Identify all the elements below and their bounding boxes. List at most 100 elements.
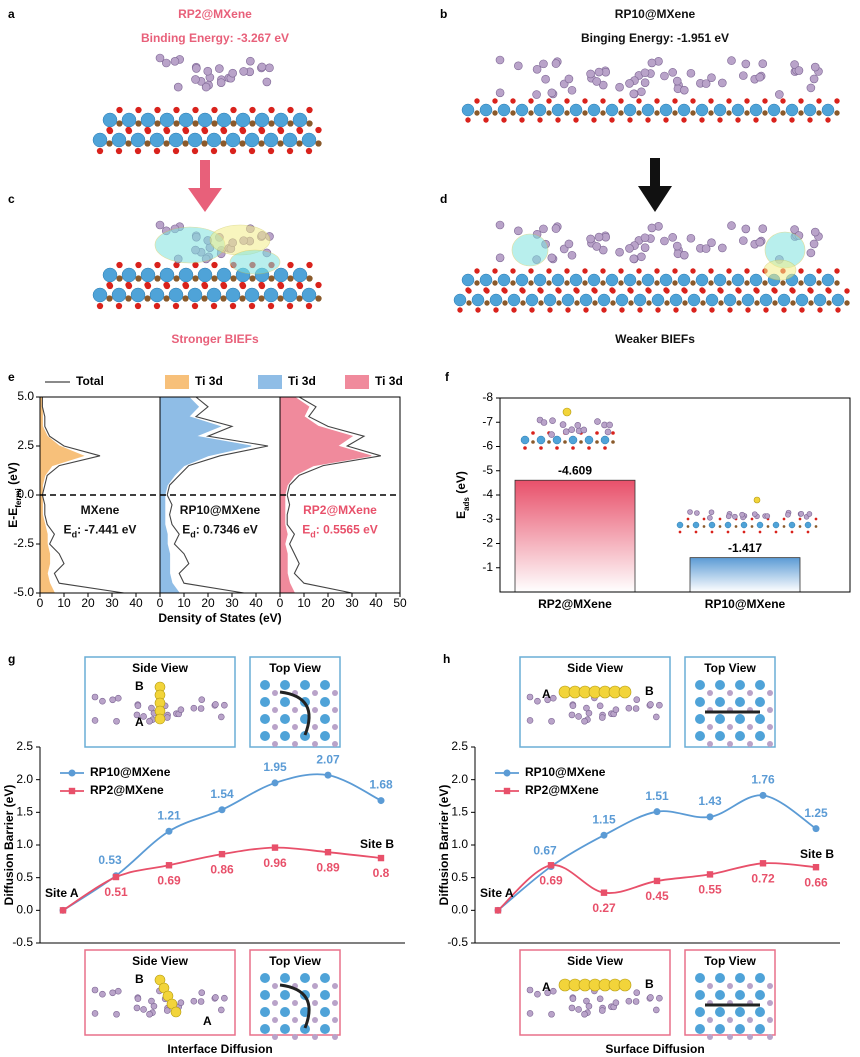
atom-o bbox=[600, 98, 606, 104]
atom-p bbox=[727, 221, 736, 230]
atom-p bbox=[292, 1034, 298, 1040]
atom-ti bbox=[756, 521, 764, 529]
atom-p bbox=[775, 90, 784, 99]
atom-p bbox=[177, 706, 185, 713]
value-label: 0.27 bbox=[592, 901, 616, 915]
atom-c bbox=[277, 295, 284, 302]
atom-c bbox=[814, 525, 818, 528]
atom-ti bbox=[713, 273, 727, 287]
point bbox=[759, 860, 767, 867]
x-tick-label: 10 bbox=[297, 596, 311, 610]
atom-p bbox=[739, 71, 748, 80]
atom-ti bbox=[140, 112, 156, 128]
x-tick-label: 30 bbox=[345, 596, 359, 610]
atom-ti bbox=[320, 1007, 330, 1017]
atom-o bbox=[258, 281, 265, 289]
atom-p bbox=[586, 69, 595, 79]
atom-p bbox=[581, 717, 588, 725]
y-axis-label: E-Efermi (eV) bbox=[6, 462, 22, 528]
atom-o bbox=[315, 281, 322, 289]
atom-c bbox=[564, 280, 570, 286]
atom-o bbox=[220, 281, 227, 289]
atom-ti bbox=[461, 103, 475, 117]
atom-c bbox=[592, 300, 598, 306]
atom-ti bbox=[292, 112, 308, 128]
atom-p bbox=[604, 428, 612, 436]
atom-p bbox=[806, 248, 816, 258]
atom-ti bbox=[695, 1007, 705, 1017]
atom-p bbox=[707, 1017, 713, 1023]
value-label: 0.86 bbox=[210, 862, 234, 876]
point bbox=[218, 806, 226, 814]
atom-ti bbox=[300, 680, 310, 690]
atom-p bbox=[767, 741, 773, 747]
atom-ti bbox=[280, 680, 290, 690]
atom-ti bbox=[735, 714, 745, 724]
inset-label: A bbox=[542, 980, 551, 994]
atom-p bbox=[548, 1010, 555, 1018]
atom-ti bbox=[254, 112, 270, 128]
atom-ti bbox=[301, 287, 317, 303]
atom-p bbox=[574, 421, 582, 429]
atom-ti bbox=[695, 714, 705, 724]
atom-c bbox=[249, 275, 256, 282]
atom-o bbox=[538, 288, 544, 294]
atom-ti bbox=[273, 112, 289, 128]
dos-area bbox=[39, 396, 85, 594]
atom-ti bbox=[536, 435, 546, 445]
atom-ti bbox=[755, 1007, 765, 1017]
point bbox=[600, 831, 608, 839]
atom-o bbox=[574, 288, 580, 294]
atom-p bbox=[526, 693, 534, 701]
atom-o bbox=[182, 126, 189, 134]
atom-p bbox=[272, 1034, 278, 1040]
atom-o bbox=[750, 517, 754, 521]
atom-o bbox=[201, 281, 208, 289]
inset-title: Side View bbox=[132, 954, 188, 968]
atom-o bbox=[528, 268, 534, 274]
atom-ti bbox=[320, 697, 330, 707]
arrow bbox=[638, 186, 672, 212]
atom-o bbox=[191, 147, 199, 155]
atom-p bbox=[217, 713, 225, 721]
atom-c bbox=[618, 280, 624, 286]
atom-ti bbox=[755, 973, 765, 983]
atom-c bbox=[239, 140, 246, 147]
atom-p bbox=[758, 59, 768, 69]
atom-ti bbox=[755, 680, 765, 690]
atom-p bbox=[272, 741, 278, 747]
atom-s bbox=[618, 685, 632, 699]
atom-c bbox=[163, 295, 170, 302]
atom-p bbox=[564, 239, 574, 249]
atom-ti bbox=[280, 731, 290, 741]
atom-o bbox=[798, 268, 804, 274]
atom-p bbox=[312, 1000, 318, 1006]
charge-density bbox=[229, 249, 281, 275]
ed-symbol: E bbox=[182, 522, 190, 536]
atom-o bbox=[286, 147, 294, 155]
atom-o bbox=[239, 281, 246, 289]
atom-p bbox=[647, 994, 654, 1001]
atom-o bbox=[702, 517, 706, 521]
atom-ti bbox=[641, 273, 655, 287]
y-tick-label: 2.5 bbox=[16, 739, 33, 753]
atom-ti bbox=[461, 273, 475, 287]
atom-ti bbox=[735, 731, 745, 741]
atom-o bbox=[115, 147, 123, 155]
atom-p bbox=[332, 724, 338, 730]
panel-letter: h bbox=[443, 652, 450, 666]
atom-p bbox=[332, 707, 338, 713]
atom-p bbox=[652, 713, 660, 721]
legend-label: RP2@MXene bbox=[90, 783, 164, 797]
atom-c bbox=[780, 110, 786, 116]
atom-p bbox=[534, 697, 541, 705]
ed-label: Ed: 0.7346 eV bbox=[182, 522, 258, 539]
atom-o bbox=[798, 98, 804, 104]
atom-o bbox=[745, 307, 751, 313]
panel-letter: b bbox=[440, 7, 447, 21]
atom-ti bbox=[623, 103, 637, 117]
y-tick-label: 5.0 bbox=[17, 389, 34, 403]
atom-p bbox=[272, 690, 278, 696]
point bbox=[59, 907, 67, 914]
atom-o bbox=[673, 307, 679, 313]
